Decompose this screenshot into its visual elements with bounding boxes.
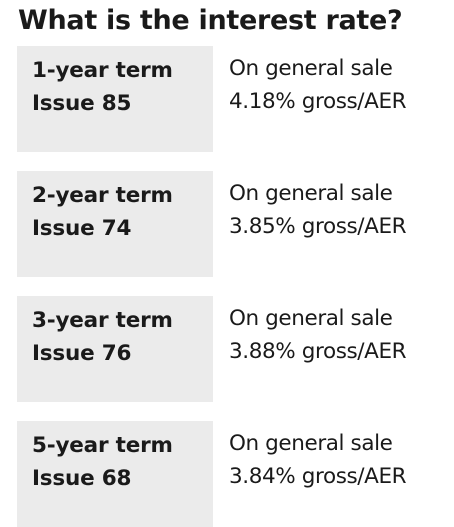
rate-info: On general sale 3.85% gross/AER xyxy=(229,171,407,243)
rate-text: 3.88% gross/AER xyxy=(229,339,407,364)
rate-row-3-year: 3-year term Issue 76 On general sale 3.8… xyxy=(17,296,447,402)
issue-label: Issue 74 xyxy=(32,216,132,241)
issue-label: Issue 68 xyxy=(32,466,132,491)
term-label: 1-year term xyxy=(32,58,173,83)
rate-row-2-year: 2-year term Issue 74 On general sale 3.8… xyxy=(17,171,447,277)
availability-text: On general sale xyxy=(229,431,393,456)
issue-label: Issue 76 xyxy=(32,341,132,366)
rate-text: 3.84% gross/AER xyxy=(229,464,407,489)
availability-text: On general sale xyxy=(229,306,393,331)
term-label: 3-year term xyxy=(32,308,173,333)
rate-info: On general sale 3.84% gross/AER xyxy=(229,421,407,493)
term-box: 1-year term Issue 85 xyxy=(17,46,213,152)
rate-info: On general sale 3.88% gross/AER xyxy=(229,296,407,368)
term-box: 3-year term Issue 76 xyxy=(17,296,213,402)
availability-text: On general sale xyxy=(229,181,393,206)
rate-info: On general sale 4.18% gross/AER xyxy=(229,46,407,118)
rate-row-5-year: 5-year term Issue 68 On general sale 3.8… xyxy=(17,421,447,527)
rate-row-1-year: 1-year term Issue 85 On general sale 4.1… xyxy=(17,46,447,152)
issue-label: Issue 85 xyxy=(32,91,132,116)
term-label: 5-year term xyxy=(32,433,173,458)
rate-text: 3.85% gross/AER xyxy=(229,214,407,239)
availability-text: On general sale xyxy=(229,56,393,81)
term-label: 2-year term xyxy=(32,183,173,208)
term-box: 5-year term Issue 68 xyxy=(17,421,213,527)
term-box: 2-year term Issue 74 xyxy=(17,171,213,277)
page-title: What is the interest rate? xyxy=(18,5,403,36)
rate-text: 4.18% gross/AER xyxy=(229,89,407,114)
